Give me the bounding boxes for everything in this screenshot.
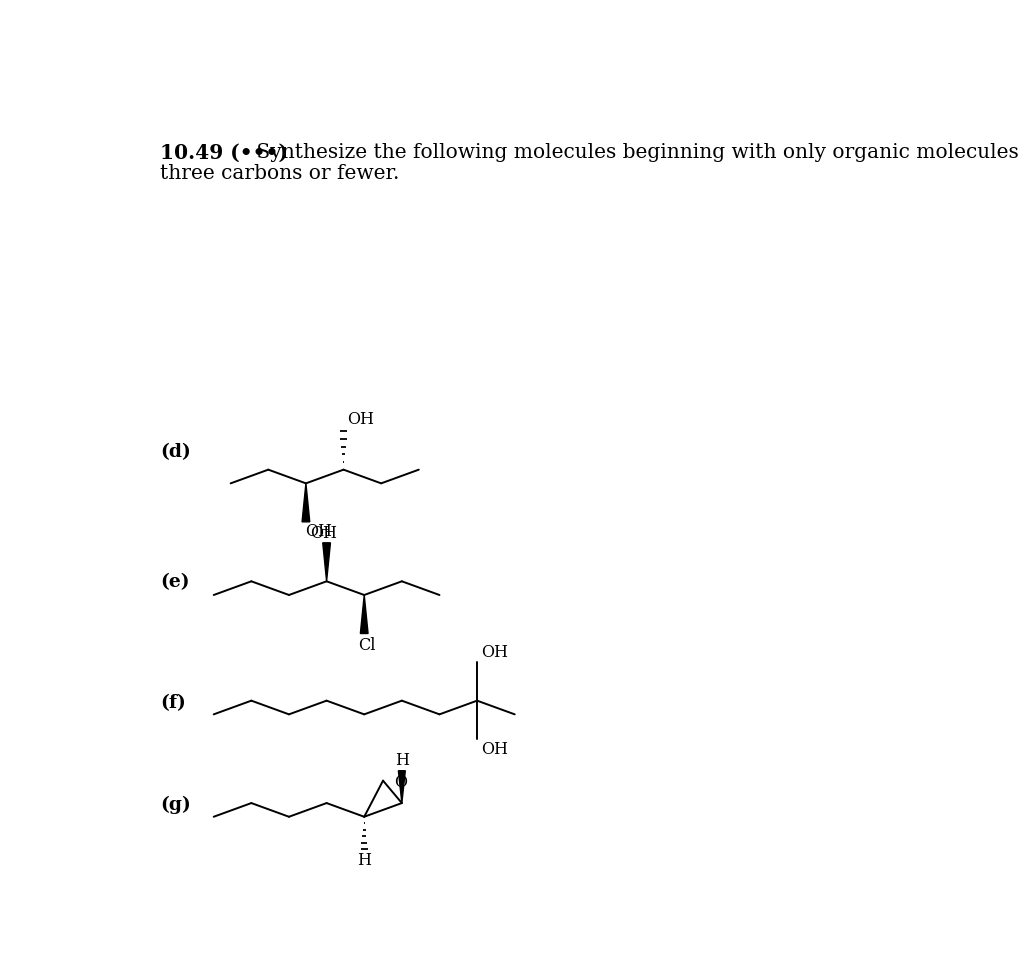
Polygon shape: [398, 770, 406, 803]
Polygon shape: [323, 543, 331, 581]
Text: OH: OH: [481, 741, 508, 758]
Text: 10.49 (•••): 10.49 (•••): [160, 143, 288, 163]
Text: (f): (f): [160, 694, 185, 711]
Text: O: O: [394, 773, 407, 791]
Text: OH: OH: [305, 522, 333, 540]
Text: (g): (g): [160, 796, 190, 814]
Text: (e): (e): [160, 573, 189, 591]
Text: H: H: [395, 753, 409, 769]
Text: OH: OH: [481, 644, 508, 661]
Text: three carbons or fewer.: three carbons or fewer.: [160, 164, 399, 183]
Text: OH: OH: [310, 525, 337, 542]
Text: Synthesize the following molecules beginning with only organic molecules contain: Synthesize the following molecules begin…: [250, 143, 1024, 162]
Polygon shape: [302, 483, 310, 522]
Text: OH: OH: [347, 411, 375, 428]
Text: H: H: [357, 853, 372, 869]
Text: Cl: Cl: [357, 637, 375, 654]
Polygon shape: [360, 595, 368, 633]
Text: (d): (d): [160, 444, 190, 462]
